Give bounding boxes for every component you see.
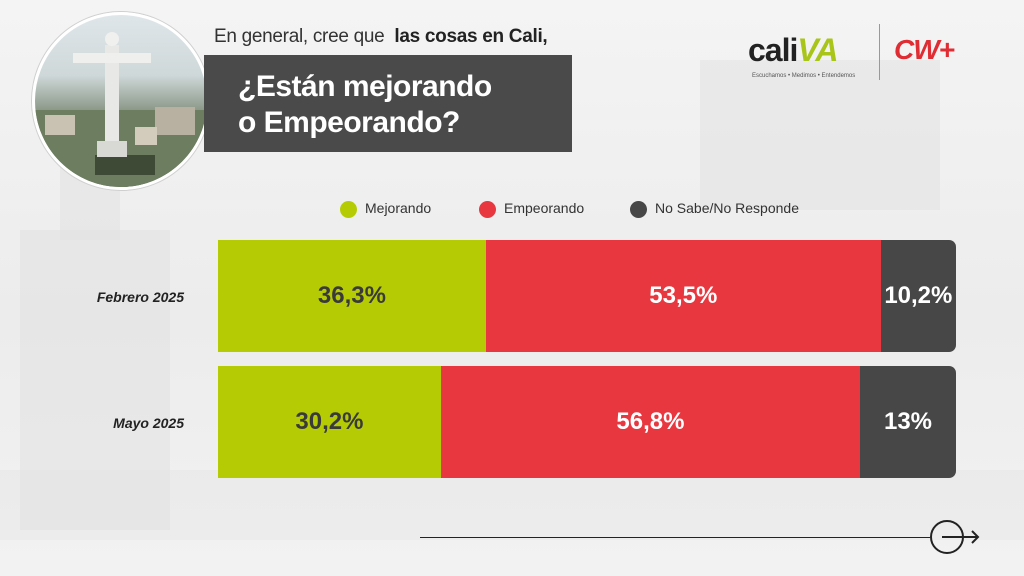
bar-segment-nosabe: 10,2% <box>880 240 956 352</box>
statue-icon <box>35 32 207 187</box>
data-label-empeorando: 56,8% <box>616 408 685 435</box>
bar-segment-nosabe: 13% <box>860 366 956 478</box>
title-line-2: o Empeorando? <box>238 106 460 139</box>
subtitle-text: En general, cree que <box>214 26 385 47</box>
row-label-febrero: Febrero 2025 <box>96 289 184 305</box>
subtitle-bold-text: las cosas en Cali, <box>394 26 548 47</box>
legend-label-empeorando: Empeorando <box>504 200 585 216</box>
next-arrow-button[interactable] <box>930 520 980 554</box>
data-label-nosabe: 13% <box>883 408 933 435</box>
legend-label-nosabe: No Sabe/No Responde <box>655 200 799 216</box>
data-label-mejorando: 36,3% <box>317 282 386 309</box>
cristo-rey-photo <box>32 12 210 190</box>
caliva-logo-cali: cali <box>748 32 798 68</box>
arrow-right-icon <box>942 530 980 544</box>
question-subtitle: En general, cree que las cosas en Cali, <box>214 26 548 48</box>
caliva-logo-va: VA <box>797 32 838 68</box>
data-label-mejorando: 30,2% <box>295 408 364 435</box>
title-line-1: ¿Están mejorando <box>238 70 492 103</box>
bar-segment-empeorando: 56,8% <box>440 366 861 478</box>
bar-segment-mejorando: 30,2% <box>218 366 441 478</box>
question-title: ¿Están mejorando o Empeorando? <box>204 55 572 152</box>
data-label-empeorando: 53,5% <box>649 282 718 309</box>
legend-label-mejorando: Mejorando <box>365 200 432 216</box>
bar-segment-empeorando: 53,5% <box>485 240 881 352</box>
bar-segment-mejorando: 36,3% <box>218 240 486 352</box>
legend-dot-empeorando <box>479 200 496 218</box>
legend-item-empeorando: Empeorando <box>479 200 584 218</box>
footer-divider <box>420 537 930 538</box>
logo-divider <box>879 24 880 80</box>
caliva-logo: caliVA <box>748 32 838 69</box>
cw-logo: CW+ <box>894 34 955 65</box>
legend-dot-mejorando <box>340 200 357 218</box>
caliva-tagline: Escuchamos • Medimos • Entendemos <box>752 73 856 79</box>
bar-row-febrero: 36,3% 53,5% 10,2% <box>218 240 956 352</box>
legend-item-nosabe: No Sabe/No Responde <box>630 200 799 218</box>
bar-row-mayo: 30,2% 56,8% 13% <box>218 366 956 478</box>
row-label-mayo: Mayo 2025 <box>113 415 184 431</box>
legend-dot-nosabe <box>630 200 647 218</box>
data-label-nosabe: 10,2% <box>884 282 953 309</box>
legend-item-mejorando: Mejorando <box>340 200 431 218</box>
